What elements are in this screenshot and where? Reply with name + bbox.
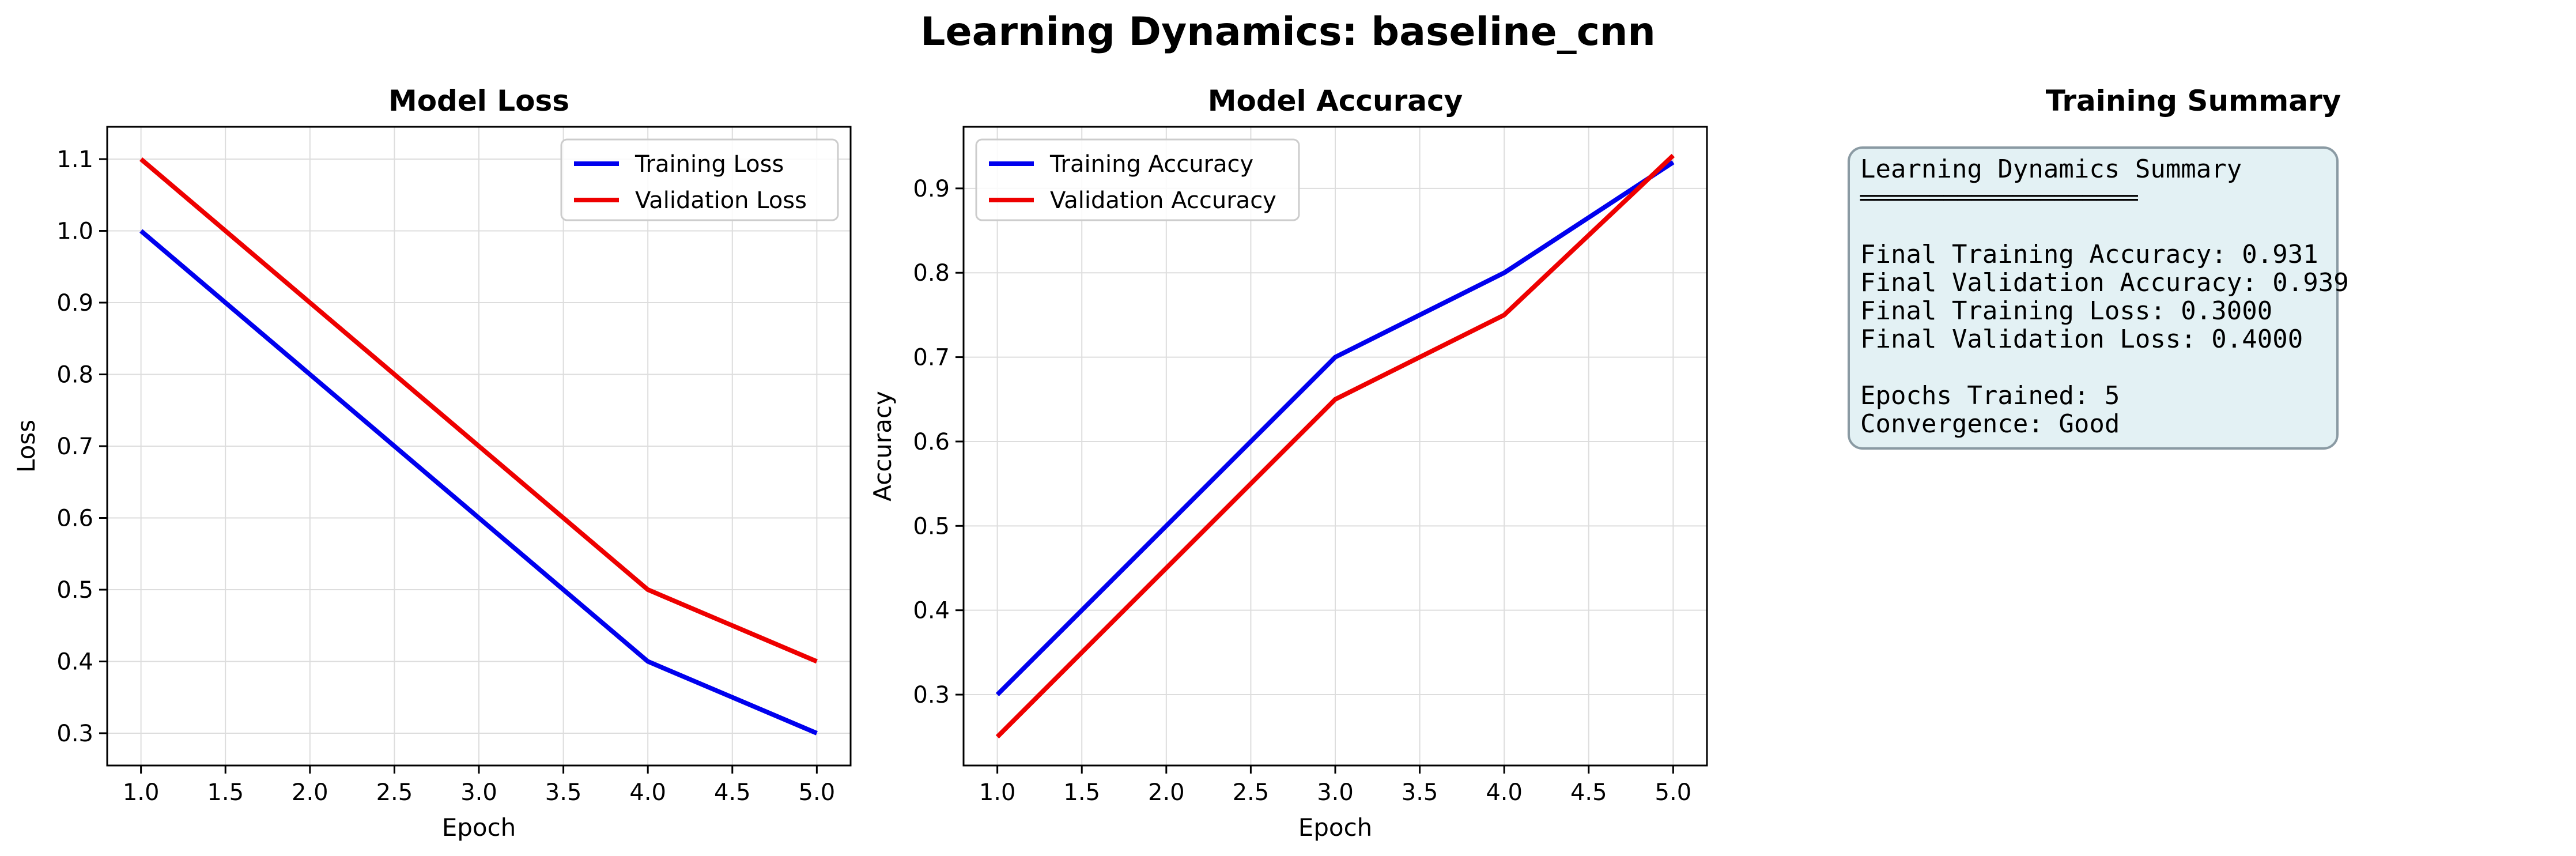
chart-1-xtick-label-5: 3.5 (1402, 779, 1438, 806)
summary-rule: ════════════════════ (1860, 185, 2139, 212)
summary-title: Training Summary (2046, 84, 2341, 118)
summary-heading: Learning Dynamics Summary (1860, 154, 2242, 184)
summary-line-3: Final Validation Loss: 0.4000 (1860, 325, 2303, 354)
chart-0-ylabel: Loss (12, 420, 40, 473)
chart-0-title: Model Loss (388, 84, 569, 118)
chart-0-xtick-label-8: 5.0 (799, 779, 836, 806)
chart-0-xtick-label-4: 3.0 (460, 779, 497, 806)
chart-1-xlabel: Epoch (1298, 813, 1373, 842)
summary-line-2: Final Training Loss: 0.3000 (1860, 296, 2272, 326)
chart-1-xtick-label-7: 4.5 (1570, 779, 1607, 806)
chart-1-ytick-label-1: 0.4 (913, 598, 950, 624)
accuracy-chart: 1.0 1.5 2.0 2.5 3.0 3.5 4.0 4.5 5.0 0.3 0.4 0.5 0.6 0… (868, 84, 1708, 842)
chart-1-legend-label-1: Validation Accuracy (1050, 187, 1276, 214)
chart-0-xtick-label-3: 2.5 (376, 779, 413, 806)
summary-line-6: Convergence: Good (1860, 409, 2120, 439)
chart-1-ytick-label-5: 0.8 (913, 260, 950, 286)
chart-0-ytick-label-4: 0.7 (56, 433, 93, 460)
chart-0-xtick-label-2: 2.0 (292, 779, 328, 806)
chart-1-title: Model Accuracy (1208, 84, 1463, 118)
chart-0-ytick-label-7: 1.0 (56, 218, 93, 245)
chart-0-legend-box (560, 138, 839, 221)
chart-0-ytick-label-2: 0.5 (56, 577, 93, 604)
chart-0-legend-label-0: Training Loss (634, 151, 784, 178)
chart-1-xtick-label-1: 1.5 (1063, 779, 1100, 806)
chart-0-ytick-label-0: 0.3 (56, 721, 93, 747)
chart-1-xtick-label-2: 2.0 (1148, 779, 1185, 806)
chart-0-ytick-label-3: 0.6 (56, 505, 93, 531)
chart-0-ytick-label-8: 1.1 (56, 146, 93, 173)
chart-0-legend-label-1: Validation Loss (635, 187, 807, 214)
chart-0-xtick-label-5: 3.5 (545, 779, 582, 806)
chart-1-ylabel: Accuracy (868, 391, 897, 501)
chart-1-xtick-label-4: 3.0 (1317, 779, 1354, 806)
summary-box (1848, 146, 2339, 450)
summary-line-1: Final Validation Accuracy: 0.939 (1860, 268, 2349, 297)
chart-1-ytick-label-2: 0.5 (913, 513, 950, 540)
chart-1-ytick-label-0: 0.3 (913, 682, 950, 708)
chart-1-legend-box (975, 138, 1300, 221)
loss-chart: 1.0 1.5 2.0 2.5 3.0 3.5 4.0 4.5 5.0 0.3 0.4 0.5 0.6 0… (12, 84, 852, 842)
chart-1-ytick-label-3: 0.6 (913, 429, 950, 455)
chart-1-series-line-1 (995, 153, 1675, 739)
chart-0-xtick-label-0: 1.0 (123, 779, 160, 806)
chart-0-ytick-label-6: 0.9 (56, 290, 93, 316)
chart-0-series-line-1 (139, 157, 818, 664)
chart-1-xtick-label-8: 5.0 (1655, 779, 1692, 806)
chart-1-legend-label-0: Training Accuracy (1049, 151, 1253, 178)
training-summary-panel: Training Summary Learning Dynamics Summa… (1848, 84, 2349, 450)
chart-1-series-line-0 (995, 160, 1675, 696)
chart-0-ytick-label-1: 0.4 (56, 648, 93, 675)
chart-0-xlabel: Epoch (442, 813, 516, 842)
chart-0-series-line-0 (139, 229, 818, 736)
chart-1-ytick-label-6: 0.9 (913, 176, 950, 202)
chart-1-xtick-label-3: 2.5 (1233, 779, 1270, 806)
figure-suptitle: Learning Dynamics: baseline_cnn (920, 9, 1656, 55)
chart-0-ytick-label-5: 0.8 (56, 362, 93, 389)
chart-0-xtick-label-7: 4.5 (714, 779, 751, 806)
summary-line-5: Epochs Trained: 5 (1860, 381, 2120, 410)
chart-1-ytick-label-4: 0.7 (913, 345, 950, 371)
chart-1-xtick-label-0: 1.0 (979, 779, 1016, 806)
summary-line-0: Final Training Accuracy: 0.931 (1860, 240, 2318, 269)
chart-0-xtick-label-1: 1.5 (207, 779, 244, 806)
chart-1-xtick-label-6: 4.0 (1486, 779, 1523, 806)
chart-0-xtick-label-6: 4.0 (629, 779, 666, 806)
